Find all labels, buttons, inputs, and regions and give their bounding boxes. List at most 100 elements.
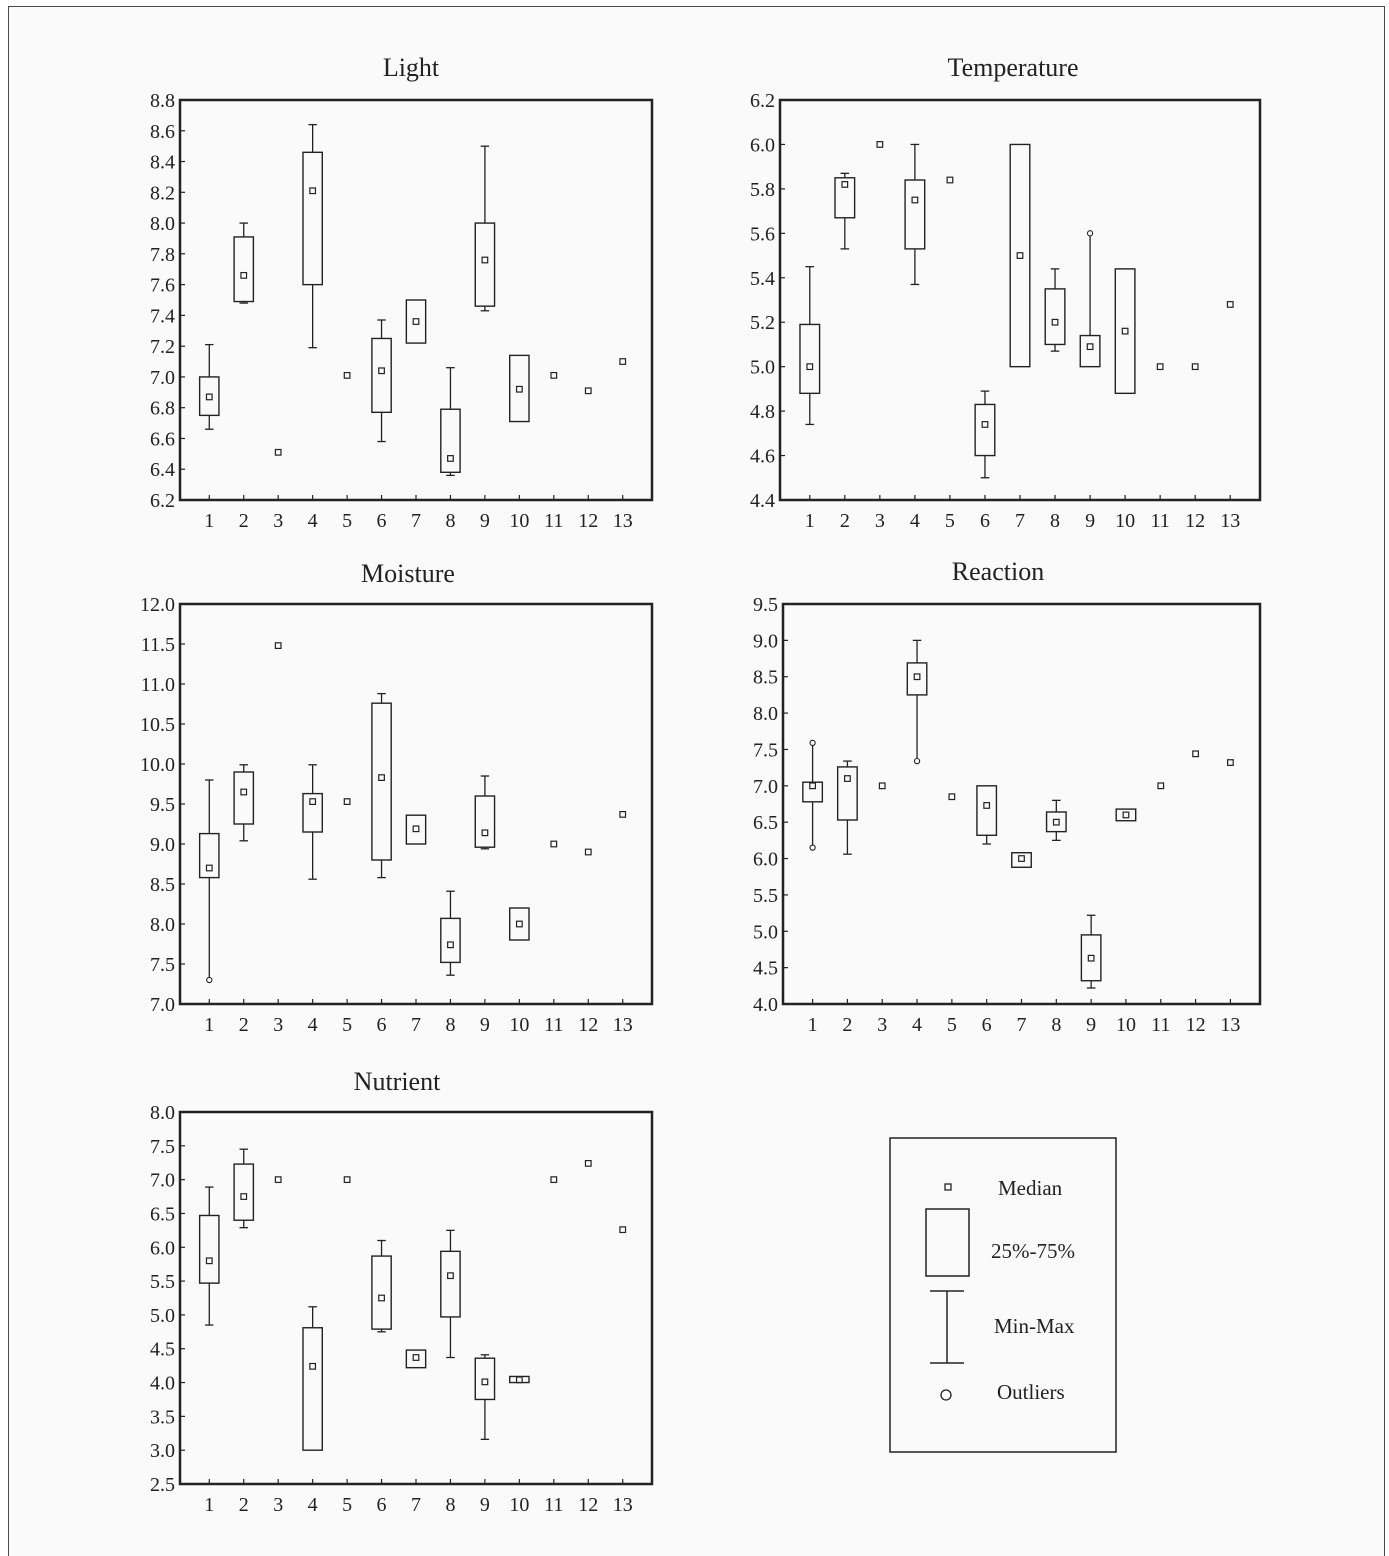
y-tick-label: 5.0 <box>750 357 775 379</box>
y-tick-label: 9.0 <box>150 834 175 856</box>
median-marker <box>343 371 351 379</box>
iqr-box <box>1079 334 1101 368</box>
x-tick-label: 6 <box>377 1014 387 1036</box>
median-marker <box>876 141 884 148</box>
box-plot-item <box>906 639 928 765</box>
iqr-box <box>906 662 928 696</box>
x-tick-label: 7 <box>411 1014 421 1036</box>
y-tick-label: 5.4 <box>750 268 775 290</box>
y-tick-label: 6.0 <box>753 849 778 871</box>
median-marker <box>515 385 523 393</box>
y-tick-label: 7.0 <box>150 367 175 389</box>
chart-panel-nutrient: Nutrient 2.5 3.0 3.5 4.0 4.5 5.0 5.5 6.0 6.5 7.0 7.… <box>150 1067 654 1516</box>
x-tick-label: 6 <box>982 1014 992 1036</box>
box-plot-item <box>1226 301 1234 308</box>
y-tick-label: 8.5 <box>150 874 175 896</box>
median-marker <box>412 1354 420 1361</box>
box-plot-item <box>405 1349 427 1369</box>
iqr-box <box>233 236 255 303</box>
y-tick-label: 12.0 <box>140 594 175 616</box>
x-tick-label: 7 <box>411 1494 421 1516</box>
iqr-box <box>1011 852 1032 868</box>
box-plot-item <box>619 810 627 818</box>
box-plot-item <box>1191 363 1199 371</box>
y-tick-label: 5.5 <box>150 1271 175 1293</box>
iqr-box <box>371 1255 392 1330</box>
y-tick-label: 7.5 <box>150 954 175 976</box>
median-marker <box>447 1272 454 1280</box>
median-marker <box>584 387 592 395</box>
y-tick-label: 8.0 <box>753 703 778 725</box>
iqr-box <box>302 792 323 833</box>
x-tick-label: 13 <box>1220 1014 1240 1036</box>
box-plot-item <box>584 387 592 395</box>
median-marker <box>946 176 954 184</box>
x-tick-label: 3 <box>273 510 283 532</box>
iqr-box <box>198 832 220 879</box>
x-tick-label: 9 <box>480 510 490 532</box>
box-plot-item <box>1079 230 1101 368</box>
median-marker <box>1226 301 1234 308</box>
median-marker <box>948 793 956 801</box>
x-tick-label: 7 <box>1017 1014 1027 1036</box>
plot-area <box>178 602 654 1006</box>
outlier-point <box>913 757 921 765</box>
y-tick-label: 5.8 <box>750 179 775 201</box>
plot-area <box>778 98 1262 502</box>
y-tick-label: 11.5 <box>141 634 175 656</box>
median-marker <box>809 782 816 790</box>
x-tick-label: 6 <box>377 1494 387 1516</box>
legend: Median 25%-75% Min-Max Outliers <box>889 1137 1117 1453</box>
y-tick-label: 8.5 <box>753 667 778 689</box>
y-tick-label: 5.6 <box>750 223 775 245</box>
box-plot-item <box>1011 852 1032 868</box>
box-plot-item <box>474 775 496 850</box>
legend-outlier-label: Outliers <box>997 1380 1065 1404</box>
iqr-box <box>1080 934 1102 982</box>
median-marker <box>343 798 351 805</box>
x-tick-label: 11 <box>1151 510 1170 532</box>
iqr-box <box>371 702 392 861</box>
iqr-box <box>371 337 392 414</box>
median-marker <box>378 774 385 781</box>
box-plot-item <box>1114 268 1136 395</box>
box-plot-item <box>371 319 392 443</box>
legend-outlier-symbol <box>940 1389 952 1401</box>
box-plot-item <box>474 145 496 312</box>
x-tick-label: 4 <box>308 510 318 532</box>
x-tick-label: 6 <box>980 510 990 532</box>
y-tick-label: 9.5 <box>753 594 778 616</box>
y-tick-label: 4.4 <box>750 490 775 512</box>
box-plot-item <box>302 764 323 880</box>
y-tick-label: 5.2 <box>750 312 775 334</box>
x-tick-label: 3 <box>273 1494 283 1516</box>
chart-title: Temperature <box>948 53 1079 82</box>
chart-panel-moisture: Moisture7.07.58.08.59.09.510.010.511.011… <box>140 559 654 1036</box>
box-plot-item <box>974 390 996 479</box>
y-tick-label: 5.0 <box>150 1305 175 1327</box>
box-plot-item <box>371 1239 392 1333</box>
x-tick-label: 9 <box>1086 1014 1096 1036</box>
median-marker <box>584 1160 592 1167</box>
x-tick-label: 5 <box>945 510 955 532</box>
outlier-point <box>809 844 816 851</box>
x-tick-label: 11 <box>544 1014 563 1036</box>
median-marker <box>205 393 213 401</box>
iqr-box <box>1044 288 1066 346</box>
box-plot-item <box>1227 759 1234 766</box>
median-marker <box>274 448 282 456</box>
chart-title: Light <box>383 53 440 82</box>
median-marker <box>274 642 282 649</box>
x-tick-label: 4 <box>308 1014 318 1036</box>
y-tick-label: 8.8 <box>150 90 175 112</box>
y-tick-label: 4.8 <box>750 401 775 423</box>
x-tick-label: 10 <box>509 510 529 532</box>
y-tick-label: 6.0 <box>150 1237 175 1259</box>
box-plot-item <box>302 1306 323 1451</box>
box-plot-item <box>834 172 856 250</box>
median-marker <box>343 1176 351 1184</box>
box-plot-item <box>274 642 282 649</box>
x-tick-label: 8 <box>445 510 455 532</box>
iqr-box <box>440 408 461 474</box>
x-tick-label: 5 <box>947 1014 957 1036</box>
